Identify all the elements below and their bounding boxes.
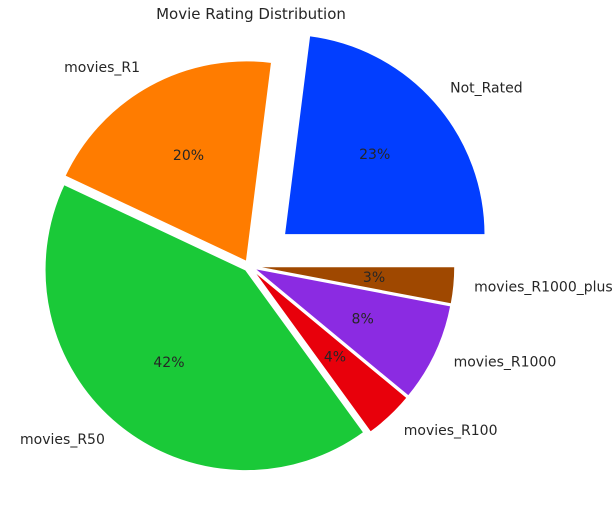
pie-slice-movies-r50	[44, 183, 365, 472]
slice-label-movies-r100: movies_R100	[404, 423, 498, 439]
slice-label-movies-r1000: movies_R1000	[454, 354, 557, 370]
pct-label-not-rated: 23%	[359, 147, 390, 163]
pie-slices	[44, 34, 487, 472]
pct-label-movies-r1000-plus: 3%	[363, 270, 385, 286]
pie-slice-not-rated	[283, 34, 487, 236]
pie-labels: 23% Not_Rated 20% movies_R1 42% movies_R50 4% m…	[20, 60, 613, 448]
slice-label-movies-r50: movies_R50	[20, 432, 105, 448]
slice-label-movies-r1: movies_R1	[64, 60, 140, 76]
pct-label-movies-r100: 4%	[324, 350, 346, 366]
pct-label-movies-r1000: 8%	[352, 311, 374, 327]
pct-label-movies-r50: 42%	[153, 355, 184, 371]
chart-title: Movie Rating Distribution	[156, 5, 346, 23]
slice-label-movies-r1000-plus: movies_R1000_plus	[474, 279, 613, 295]
pie-slice-movies-r1000	[252, 267, 452, 398]
pie-slice-movies-r1	[63, 59, 273, 263]
pie-slice-movies-r100	[251, 268, 409, 434]
pct-label-movies-r1: 20%	[173, 148, 204, 164]
slice-label-not-rated: Not_Rated	[450, 81, 523, 97]
pie-slice-movies-r1000-plus	[253, 265, 456, 305]
